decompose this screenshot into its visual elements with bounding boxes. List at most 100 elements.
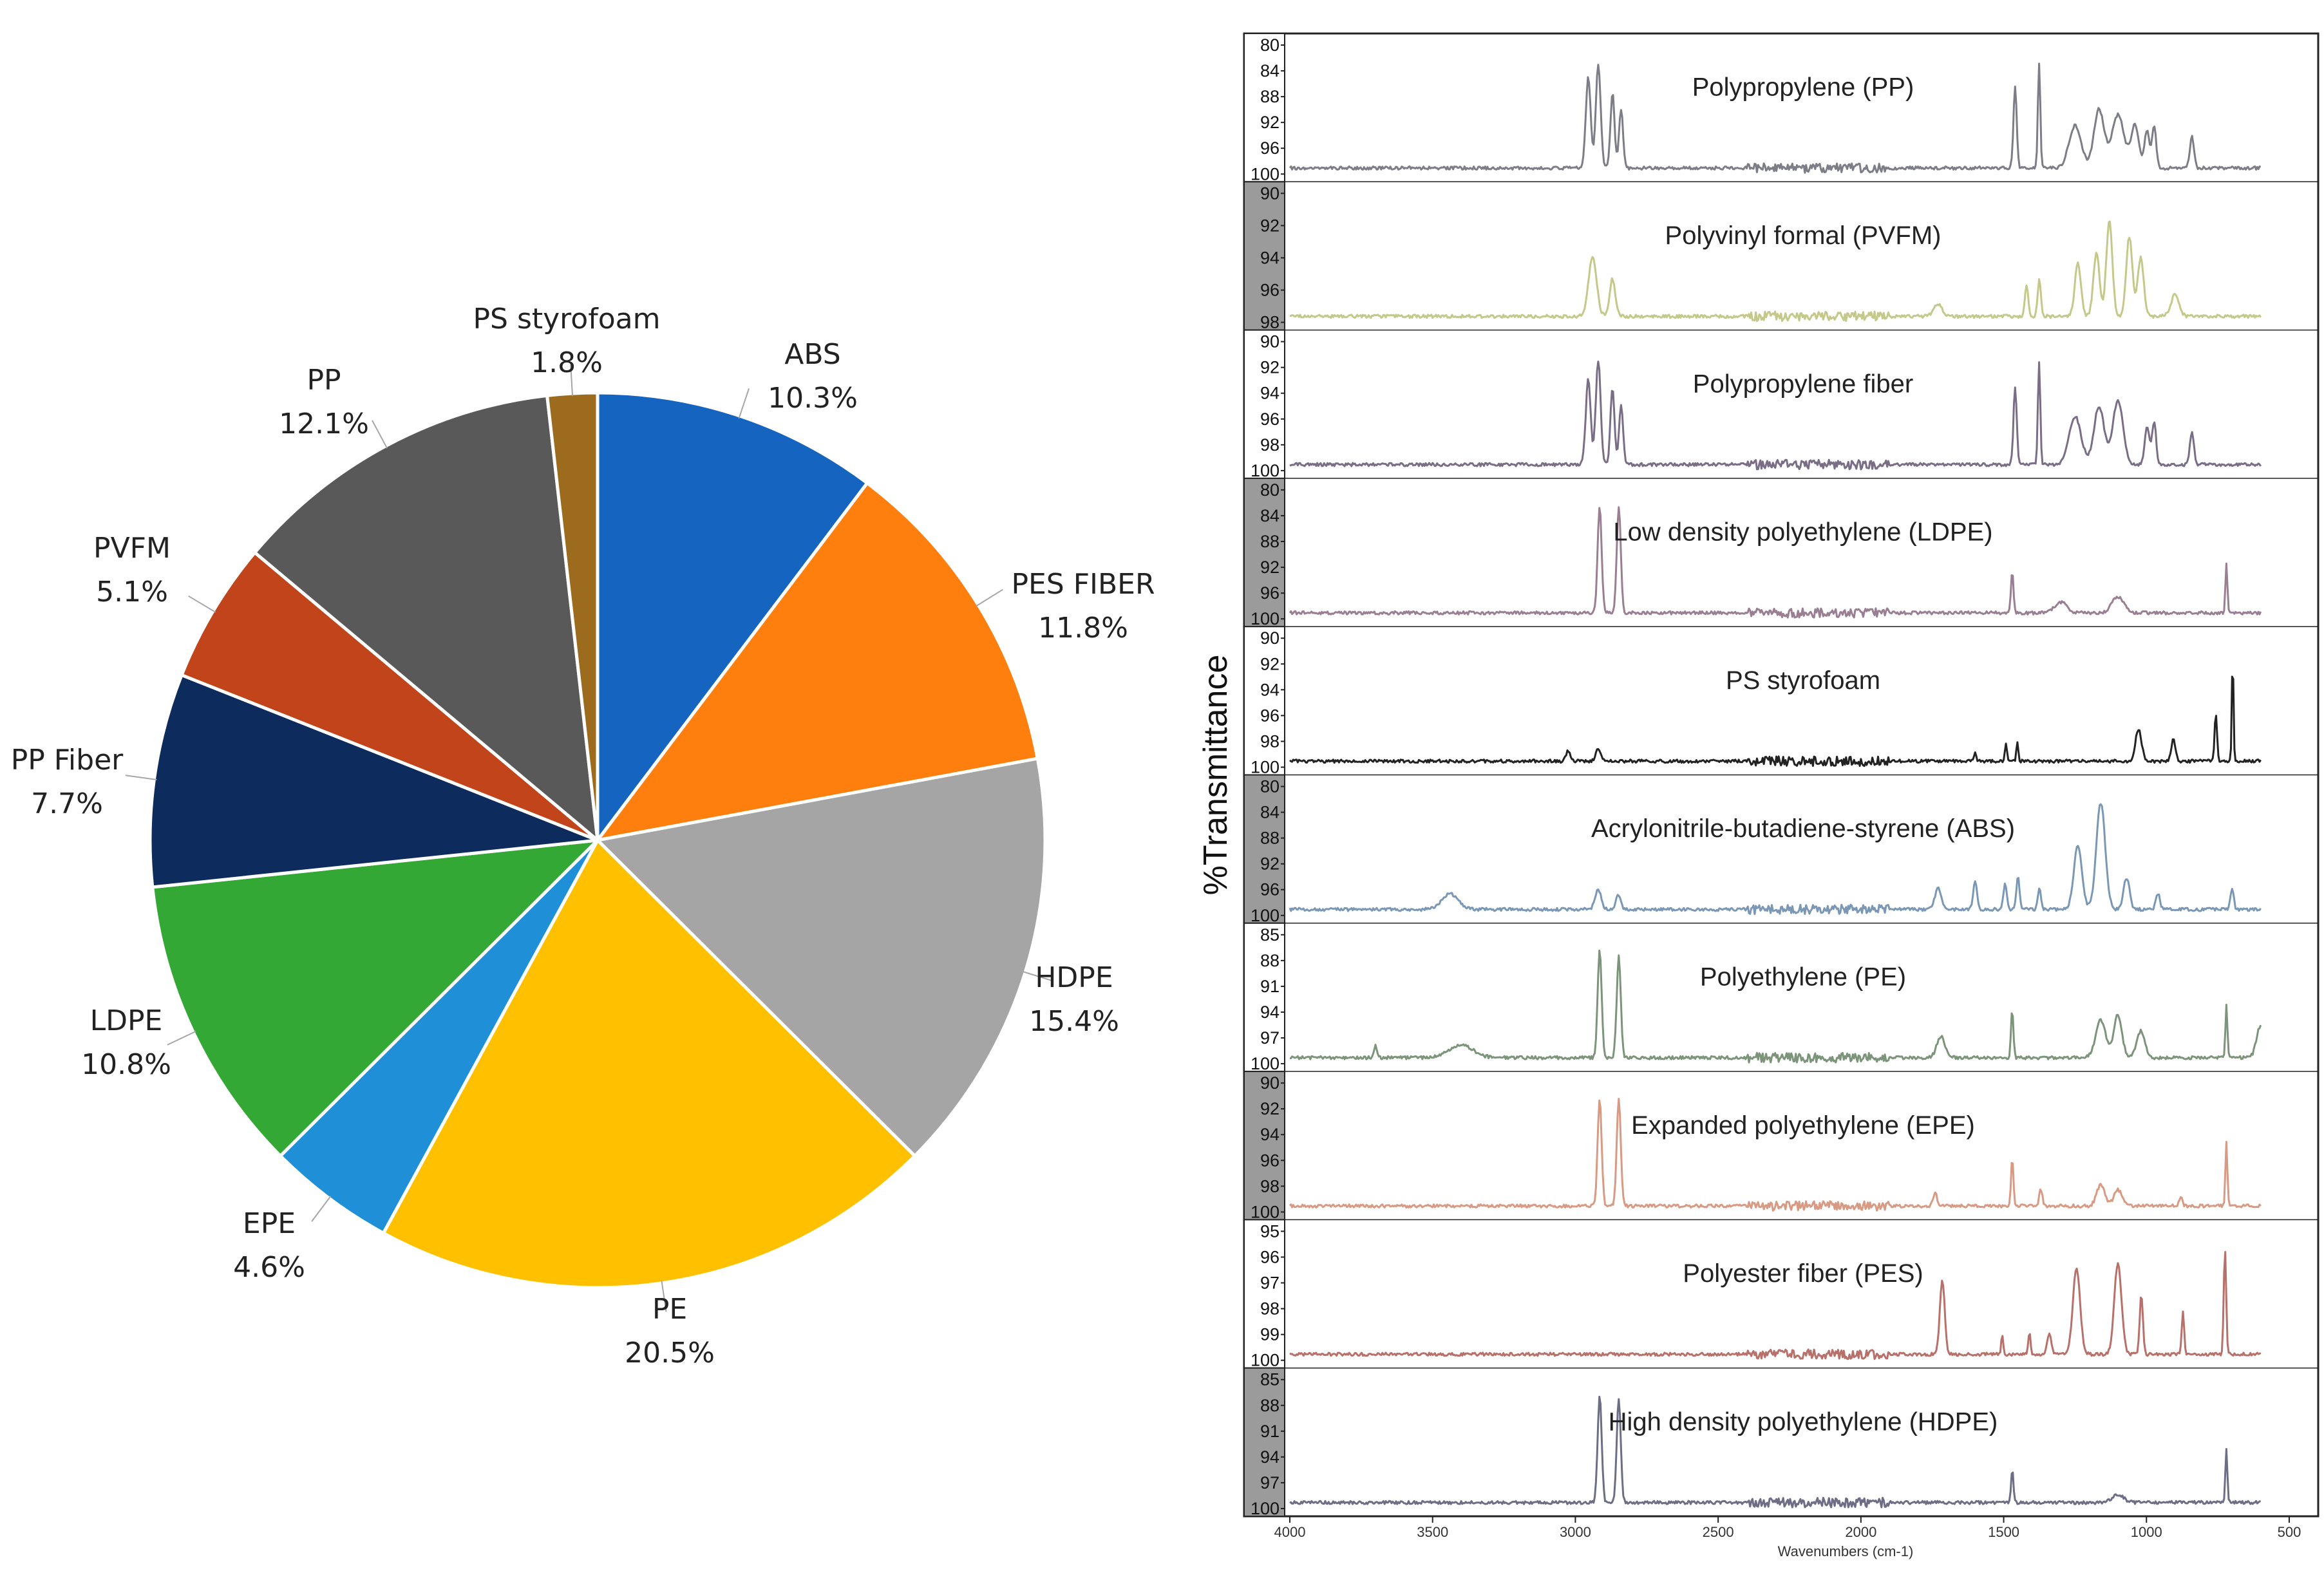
leader-line-pp [372,420,388,449]
panel-1-ytick-label: 84 [1260,61,1280,80]
pie-label-abs: ABS [784,338,840,371]
panel-7-ytick-label: 85 [1260,925,1280,945]
panel-9-ytick-label: 95 [1260,1221,1280,1241]
panel-8-ytick-label: 94 [1260,1125,1280,1144]
xtick-label: 2000 [1845,1524,1876,1540]
panel-7-ytick-label: 88 [1260,951,1280,970]
xtick-label: 1500 [1988,1524,2019,1540]
panel-5-spectrum-line [1289,675,2262,767]
panel-1-spectrum-line [1289,62,2262,174]
panel-4-ytick-label: 100 [1251,609,1280,628]
panel-1-title: Polypropylene (PP) [1692,73,1914,102]
panel-9-ytick-label: 97 [1260,1274,1280,1293]
xtick-label: 3500 [1417,1524,1448,1540]
panel-5-ytick-label: 94 [1260,680,1280,699]
panel-1-tick-column [1243,33,1285,183]
panel-7-ytick-label: 97 [1260,1028,1280,1048]
panel-10-ytick-label: 94 [1260,1447,1280,1467]
pie-label-pvfm: PVFM [93,532,171,565]
panel-9-spectrum-line [1289,1251,2262,1360]
panel-2-ytick-label: 98 [1260,313,1280,332]
panel-5-ytick-label: 92 [1260,654,1280,673]
panel-1-ytick-label: 80 [1260,35,1280,55]
panel-8-ytick-label: 96 [1260,1151,1280,1170]
panel-8-tick-column [1243,1071,1285,1221]
pie-value-abs: 10.3% [768,382,858,415]
pie-label-pes-fiber: PES FIBER [1011,568,1155,601]
panel-3-tick-column [1243,329,1285,479]
pie-value-pp-fiber: 7.7% [31,787,103,820]
panel-4-ytick-label: 84 [1260,506,1280,525]
xtick-label: 500 [2278,1524,2301,1540]
panel-1-ytick-label: 96 [1260,138,1280,158]
panel-9-ytick-label: 99 [1260,1325,1280,1344]
panel-4-ytick-label: 96 [1260,583,1280,603]
panel-6-ytick-label: 92 [1260,854,1280,874]
panel-10-ytick-label: 85 [1260,1370,1280,1389]
leader-line-abs [738,388,750,419]
panel-10-tick-column [1243,1367,1285,1517]
panel-6-ytick-label: 100 [1251,906,1280,925]
pie-label-ldpe: LDPE [90,1004,163,1037]
pie-label-pe: PE [652,1293,687,1326]
panel-7-spectrum-line [1289,949,2262,1064]
panel-10-ytick-label: 91 [1260,1422,1280,1441]
panel-4-spectrum-line [1289,506,2262,619]
pie-value-pvfm: 5.1% [96,576,168,608]
leader-line-epe [311,1196,332,1222]
leader-line-hdpe [1022,971,1053,982]
panel-3-ytick-label: 96 [1260,409,1280,429]
panel-2-title: Polyvinyl formal (PVFM) [1665,221,1941,250]
panel-4-ytick-label: 88 [1260,532,1280,551]
pie-label-pp: PP [307,364,341,397]
panel-2-ytick-label: 92 [1260,216,1280,235]
panel-2-spectrum-line [1289,220,2262,323]
panel-3-ytick-label: 100 [1251,461,1280,480]
panel-5-ytick-label: 90 [1260,628,1280,648]
leader-line-pp-fiber [125,775,157,780]
panel-6-ytick-label: 84 [1260,803,1280,822]
panel-5-ytick-label: 100 [1251,758,1280,777]
panel-6-tick-column [1243,774,1285,924]
panel-7-ytick-label: 100 [1251,1054,1280,1073]
panel-8-spectrum-line [1289,1098,2262,1212]
panel-8-ytick-label: 98 [1260,1176,1280,1196]
panel-2-ytick-label: 90 [1260,183,1280,203]
panel-9-tick-column [1243,1219,1285,1369]
leader-line-pe [661,1280,667,1312]
panel-2-ytick-label: 96 [1260,281,1280,300]
panel-4-title: Low density polyethylene (LDPE) [1613,518,1992,547]
panel-10-spectrum-line [1289,1395,2261,1509]
panel-1-ytick-label: 92 [1260,113,1280,132]
panel-7-ytick-label: 91 [1260,977,1280,996]
panel-6-ytick-label: 96 [1260,880,1280,899]
pie-value-pp: 12.1% [279,408,369,440]
panel-3-ytick-label: 92 [1260,358,1280,377]
panel-6-title: Acrylonitrile-butadiene-styrene (ABS) [1591,814,2015,843]
panel-5-ytick-label: 96 [1260,706,1280,725]
panel-4-tick-column [1243,477,1285,628]
panel-10-ytick-label: 88 [1260,1396,1280,1415]
panel-10-title: High density polyethylene (HDPE) [1609,1407,1998,1436]
panel-1-ytick-label: 88 [1260,87,1280,106]
pie-chart: ABS 10.3% PES FIBER 11.8% HDPE 15.4% PE 20.5% EP… [11,303,1155,1369]
pie-value-pe: 20.5% [625,1337,715,1369]
ftir-spectra-chart: %Transmittance 80 84 88 92 96 100 Polypropylene… [1197,32,2319,1559]
xtick-label: 1000 [2131,1524,2162,1540]
panel-9-ytick-label: 98 [1260,1299,1280,1319]
panel-5-title: PS styrofoam [1726,666,1880,695]
panel-5-ytick-label: 98 [1260,731,1280,751]
panel-7-ytick-label: 94 [1260,1002,1280,1022]
panel-1-ytick-label: 100 [1251,164,1280,183]
panel-7-title: Polyethylene (PE) [1700,963,1906,992]
x-axis-title: Wavenumbers (cm-1) [1778,1543,1914,1559]
xtick-label: 3000 [1560,1524,1591,1540]
panel-4-ytick-label: 92 [1260,558,1280,577]
panel-9-ytick-label: 100 [1251,1351,1280,1370]
xtick-label: 2500 [1703,1524,1734,1540]
panel-6-spectrum-line [1289,803,2262,916]
pie-value-ps-styrofoam: 1.8% [531,346,603,379]
panel-3-ytick-label: 98 [1260,435,1280,455]
pie-label-ps-styrofoam: PS styrofoam [473,303,661,335]
